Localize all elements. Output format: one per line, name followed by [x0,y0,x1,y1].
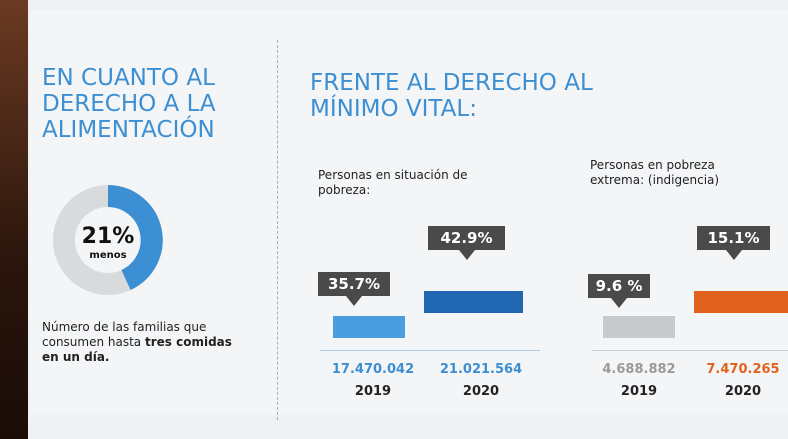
bar [333,316,405,338]
donut-arc [107,185,163,290]
count: 4.688.882 [602,362,676,377]
donut-sub: menos [89,250,126,261]
note: Número de las familias que consumen hast… [42,320,232,365]
note-text: Número de las familias que consumen hast… [42,320,207,349]
year: 2020 [724,384,762,399]
percent-callout: 15.1% [697,226,770,260]
year: 2019 [354,384,392,399]
year: 2019 [620,384,658,399]
right-title: FRENTE AL DERECHO AL MÍNIMO VITAL: [310,70,593,122]
percent-callout: 9.6 % [588,274,650,308]
bar [424,291,523,313]
left-title: EN CUANTO AL DERECHO A LA ALIMENTACIÓN [42,65,216,143]
baseline [592,350,788,351]
donut-label: 21% [82,224,135,249]
baseline [320,350,540,351]
year: 2020 [462,384,500,399]
photo-strip [0,0,28,439]
group-label: Personas en pobreza extrema: (indigencia… [590,158,720,187]
percent-callout: 42.9% [428,226,505,260]
divider [277,40,278,420]
count: 7.470.265 [706,362,780,377]
count: 17.470.042 [331,362,415,377]
panel [30,10,788,415]
percent-callout: 35.7% [318,272,390,306]
count: 21.021.564 [439,362,523,377]
bar [603,316,675,338]
donut: 21% menos [53,185,163,295]
bar [694,291,788,313]
group-label: Personas en situación de pobreza: [318,168,468,197]
note-bold: tres comidas en un día. [42,335,232,364]
